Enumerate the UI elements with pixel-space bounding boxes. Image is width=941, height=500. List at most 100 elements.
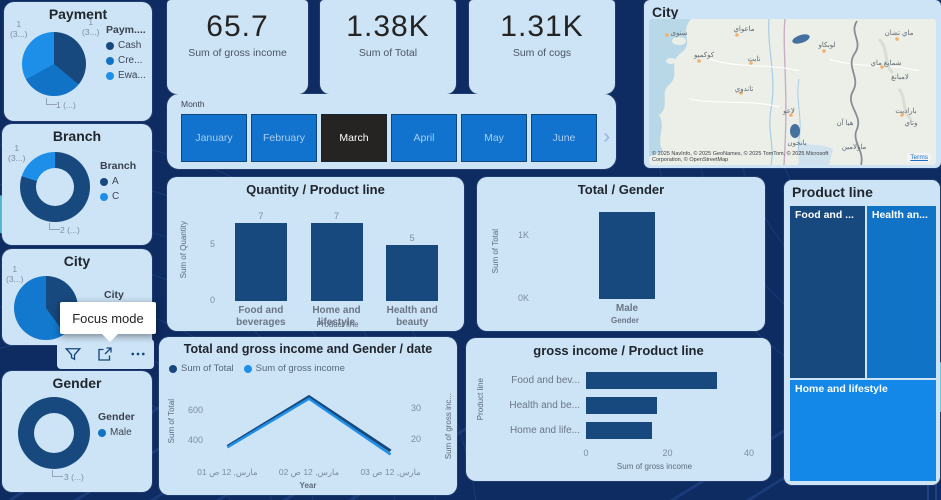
legend-item[interactable]: Cre... xyxy=(106,55,146,66)
bar-home-and-lifestyle[interactable] xyxy=(310,223,363,301)
callout-line xyxy=(52,470,63,477)
payment-callout-bottom: 1 (...) xyxy=(56,100,76,110)
legend-item[interactable]: Male xyxy=(98,427,135,438)
branch-donut-chart[interactable] xyxy=(20,152,90,222)
map-place-label: سنوى xyxy=(670,30,688,37)
month-button-june[interactable]: June xyxy=(531,114,597,162)
payment-title: Payment xyxy=(48,6,108,22)
legend-label: Ewa... xyxy=(118,70,146,81)
filter-icon[interactable] xyxy=(62,343,84,365)
line-plot-area[interactable] xyxy=(207,383,411,463)
callout-line xyxy=(49,223,60,230)
hbar-row: Food and bev... xyxy=(488,368,749,393)
legend-label: A xyxy=(112,176,119,187)
legend-item[interactable]: Cash xyxy=(106,40,146,51)
month-button-february[interactable]: February xyxy=(251,114,317,162)
tooltip-text: Focus mode xyxy=(72,310,144,326)
bar-track xyxy=(586,397,749,414)
payment-legend: Cash Cre... Ewa... xyxy=(106,40,146,81)
city-map-card: City xyxy=(644,0,941,168)
bar-home-and-life-[interactable] xyxy=(586,422,652,439)
month-button-april[interactable]: April xyxy=(391,114,457,162)
legend-item[interactable]: Sum of Total xyxy=(169,363,234,374)
payment-legend-title: Paym.... xyxy=(106,24,146,36)
map-canvas[interactable]: سنوى ماعواي كوكميو تايت لوبكاو ماي تشان شمايغ … xyxy=(649,19,936,165)
category-label: Home and life... xyxy=(509,425,580,436)
treemap-block-0[interactable]: Food and ... xyxy=(790,206,865,378)
y-tick: 600 xyxy=(187,405,203,416)
treemap-block-1[interactable]: Health an... xyxy=(866,206,936,378)
bar-group: 5 xyxy=(374,211,450,301)
bar-health-and-beauty[interactable] xyxy=(386,244,439,301)
hbar-row: Health and be... xyxy=(488,393,749,418)
payment-callout-topleft: 1 (3...) xyxy=(10,19,28,39)
map-title: City xyxy=(652,4,679,20)
map-terms-link[interactable]: Terms xyxy=(907,153,931,162)
payment-pie-chart[interactable] xyxy=(22,32,86,96)
category-label: Health and beauty xyxy=(386,305,438,328)
legend-item[interactable]: Sum of gross income xyxy=(243,363,345,374)
gender-callout-bottom: 3 (...) xyxy=(64,472,84,482)
line-series-1[interactable] xyxy=(227,399,390,455)
payment-chart-card: Payment 1 (3...) 1 (3...) 1 (...) Paym....… xyxy=(4,2,152,121)
kpi-value: 65.7 xyxy=(206,10,269,43)
x-axis-title: Year xyxy=(299,481,317,490)
treemap-block-2[interactable]: Home and lifestyle xyxy=(790,379,936,481)
legend-label: Cre... xyxy=(118,55,143,66)
month-button-march[interactable]: March xyxy=(321,114,387,162)
legend-swatch xyxy=(100,177,108,186)
kpi-value: 1.31K xyxy=(500,10,584,43)
y-tick: 1K xyxy=(517,230,529,241)
category-axis: Food and beverages Home and lifestyle Heal… xyxy=(223,305,450,328)
y-axis-title: Sum of Quantity xyxy=(179,221,188,279)
map-place-label: ماعواي xyxy=(733,26,755,33)
x-axis-title: Product line xyxy=(316,320,359,329)
y-tick: 5 xyxy=(209,238,215,249)
more-options-icon[interactable] xyxy=(127,343,149,365)
map-place-label: لاعو xyxy=(783,108,795,115)
chart-title: Total and gross income and Gender / date xyxy=(183,342,433,356)
x-tick: 0 xyxy=(583,448,589,458)
slicer-next-icon[interactable]: › xyxy=(603,126,610,148)
legend-item[interactable]: A xyxy=(100,176,136,187)
productline-treemap-card: Product line Food and ... Health an... Hom… xyxy=(784,180,940,485)
x-tick: 20 xyxy=(662,448,673,458)
legend-item[interactable]: Ewa... xyxy=(106,70,146,81)
map-place-label: كوكميو xyxy=(693,52,715,59)
legend-label: C xyxy=(112,191,120,202)
x-tick: مارس, 12 ص 03 xyxy=(360,467,421,477)
callout-line xyxy=(46,98,57,105)
kpi-gross-income-card: 65.7 Sum of gross income xyxy=(167,0,308,94)
gender-chart-card: Gender 3 (...) Gender Male xyxy=(2,371,152,492)
gender-donut-chart[interactable] xyxy=(18,397,90,469)
bar-group: 7 xyxy=(299,211,375,301)
treemap-title: Product line xyxy=(792,184,873,200)
bar-food-and-beverages[interactable] xyxy=(234,223,287,301)
map-place-label: لوبكاو xyxy=(818,42,836,49)
legend-label: Male xyxy=(110,427,132,438)
legend-swatch xyxy=(98,428,106,437)
category-label: Home and lifestyle xyxy=(312,305,361,328)
bar-group: 7 xyxy=(223,211,299,301)
bar-male[interactable] xyxy=(599,212,655,299)
focus-mode-icon[interactable] xyxy=(94,343,116,365)
bar-food-and-bev-[interactable] xyxy=(586,372,717,389)
map-place-label: بانجون xyxy=(787,140,807,147)
legend-swatch xyxy=(106,56,114,65)
bar-health-and-be-[interactable] xyxy=(586,397,657,414)
legend-item[interactable]: C xyxy=(100,191,136,202)
y-tick: 0 xyxy=(209,295,215,305)
kpi-cogs-card: 1.31K Sum of cogs xyxy=(469,0,615,94)
line-series-0[interactable] xyxy=(227,397,390,451)
branch-callout-topleft: 1 (3...) xyxy=(8,143,26,163)
x-axis-title: Gender xyxy=(610,316,639,325)
month-button-january[interactable]: January xyxy=(181,114,247,162)
month-button-may[interactable]: May xyxy=(461,114,527,162)
payment-callout-topright: 1 (3...) xyxy=(82,17,100,37)
map-place-label: هيا آن xyxy=(836,120,854,127)
y-tick: 0K xyxy=(517,293,529,303)
